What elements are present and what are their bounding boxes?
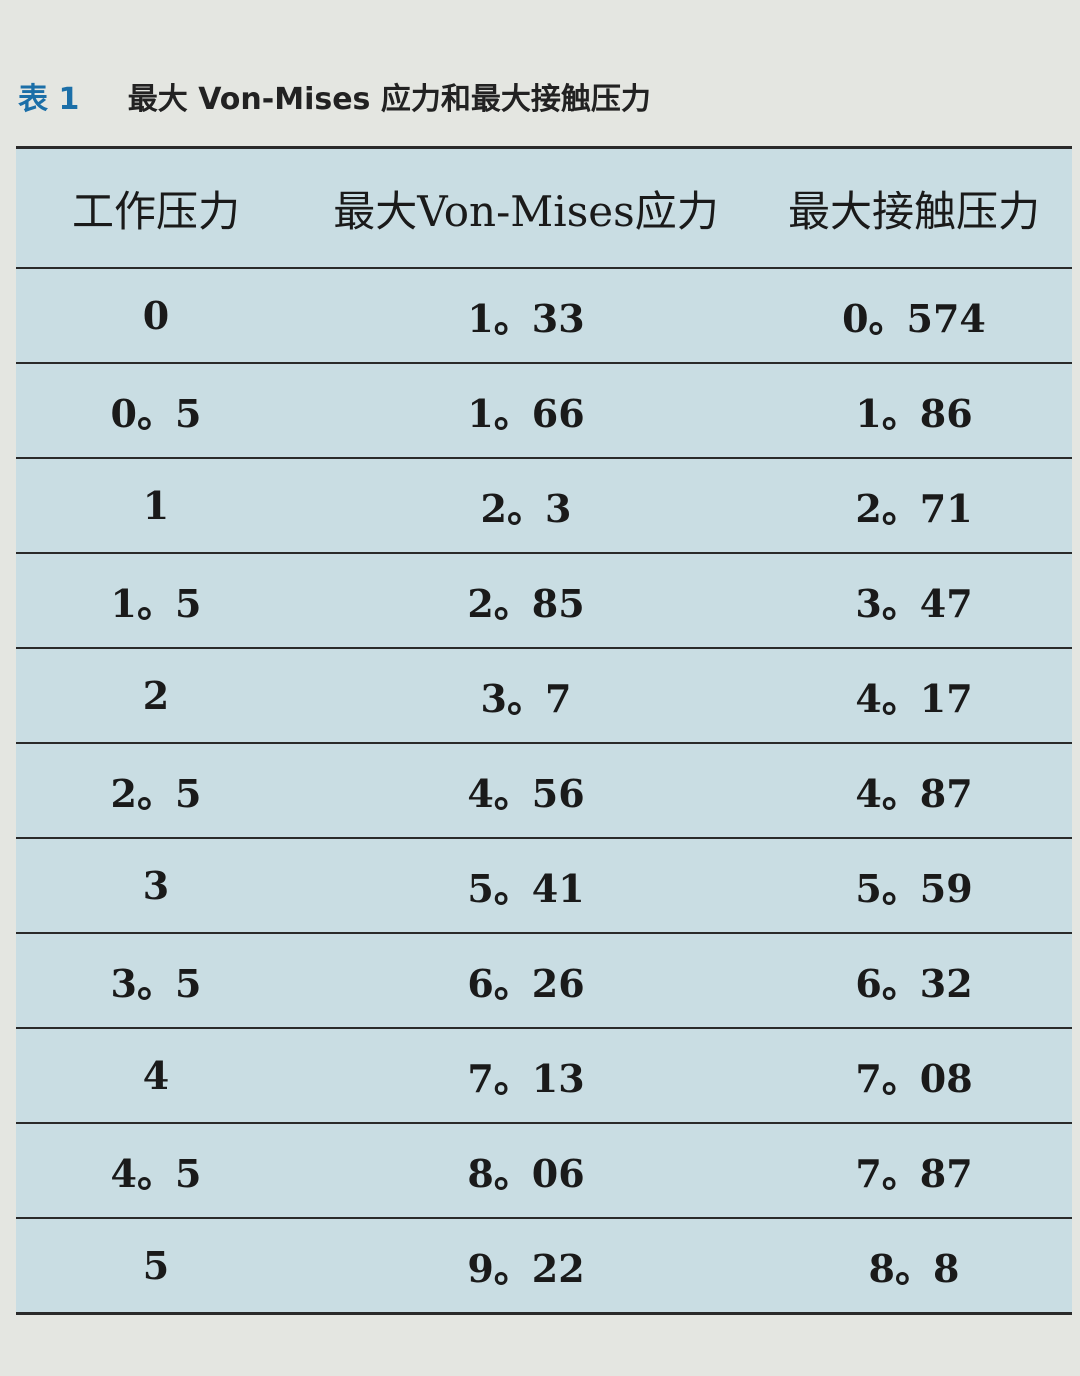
table-cell: 0。574 [842, 296, 986, 341]
table-row: 1。5 2。85 3。47 [16, 552, 1072, 647]
table-cell: 2。3 [480, 486, 572, 531]
table-number: 表 1 [18, 82, 80, 117]
table-cell: 4。56 [467, 771, 585, 816]
table-cell: 1。66 [467, 391, 585, 436]
table-cell: 7。13 [467, 1056, 585, 1101]
table-cell: 4。5 [110, 1151, 202, 1196]
table-title: 最大 Von-Mises 应力和最大接触压力 [127, 82, 651, 117]
table-cell: 5 [142, 1243, 170, 1288]
table-row: 2 3。7 4。17 [16, 647, 1072, 742]
table-cell: 0 [142, 293, 170, 338]
table-row: 2。5 4。56 4。87 [16, 742, 1072, 837]
table-cell: 5。59 [855, 866, 973, 911]
table-cell: 1。5 [110, 581, 202, 626]
table-row: 4 7。13 7。08 [16, 1027, 1072, 1122]
table-cell: 0。5 [110, 391, 202, 436]
table-row: 4。5 8。06 7。87 [16, 1122, 1072, 1217]
table-cell: 1 [142, 483, 170, 528]
table-cell: 3。47 [855, 581, 973, 626]
table-row: 5 9。22 8。8 [16, 1217, 1072, 1312]
table-cell: 7。87 [855, 1151, 973, 1196]
table-cell: 3 [142, 863, 170, 908]
table-row: 3。5 6。26 6。32 [16, 932, 1072, 1027]
header-working-pressure: 工作压力 [71, 186, 240, 236]
table-cell: 1。33 [467, 296, 585, 341]
table-cell: 8。8 [868, 1246, 960, 1291]
table-cell: 2。5 [110, 771, 202, 816]
table-row: 0 1。33 0。574 [16, 267, 1072, 362]
table-header-row: 工作压力 最大Von-Mises应力 最大接触压力 [16, 149, 1072, 267]
table-cell: 2。71 [855, 486, 973, 531]
table-row: 0。5 1。66 1。86 [16, 362, 1072, 457]
table-cell: 4。17 [855, 676, 973, 721]
table-cell: 3。7 [480, 676, 572, 721]
table-cell: 4 [142, 1053, 170, 1098]
table-cell: 8。06 [467, 1151, 585, 1196]
table-cell: 6。26 [467, 961, 585, 1006]
table-row: 3 5。41 5。59 [16, 837, 1072, 932]
table-row: 1 2。3 2。71 [16, 457, 1072, 552]
header-max-von-mises: 最大Von-Mises应力 [333, 186, 719, 236]
table-cell: 5。41 [467, 866, 585, 911]
table-cell: 2。85 [467, 581, 585, 626]
table-cell: 3。5 [110, 961, 202, 1006]
table-cell: 1。86 [855, 391, 973, 436]
data-table: 工作压力 最大Von-Mises应力 最大接触压力 0 1。33 0。574 0。5 1… [16, 146, 1072, 1315]
table-cell: 2 [142, 673, 170, 718]
table-cell: 9。22 [467, 1246, 585, 1291]
table-cell: 4。87 [855, 771, 973, 816]
table-caption: 表 1 最大 Von-Mises 应力和最大接触压力 [18, 74, 651, 118]
table-cell: 6。32 [855, 961, 973, 1006]
table-cell: 7。08 [855, 1056, 973, 1101]
header-max-contact-pressure: 最大接触压力 [787, 186, 1040, 236]
